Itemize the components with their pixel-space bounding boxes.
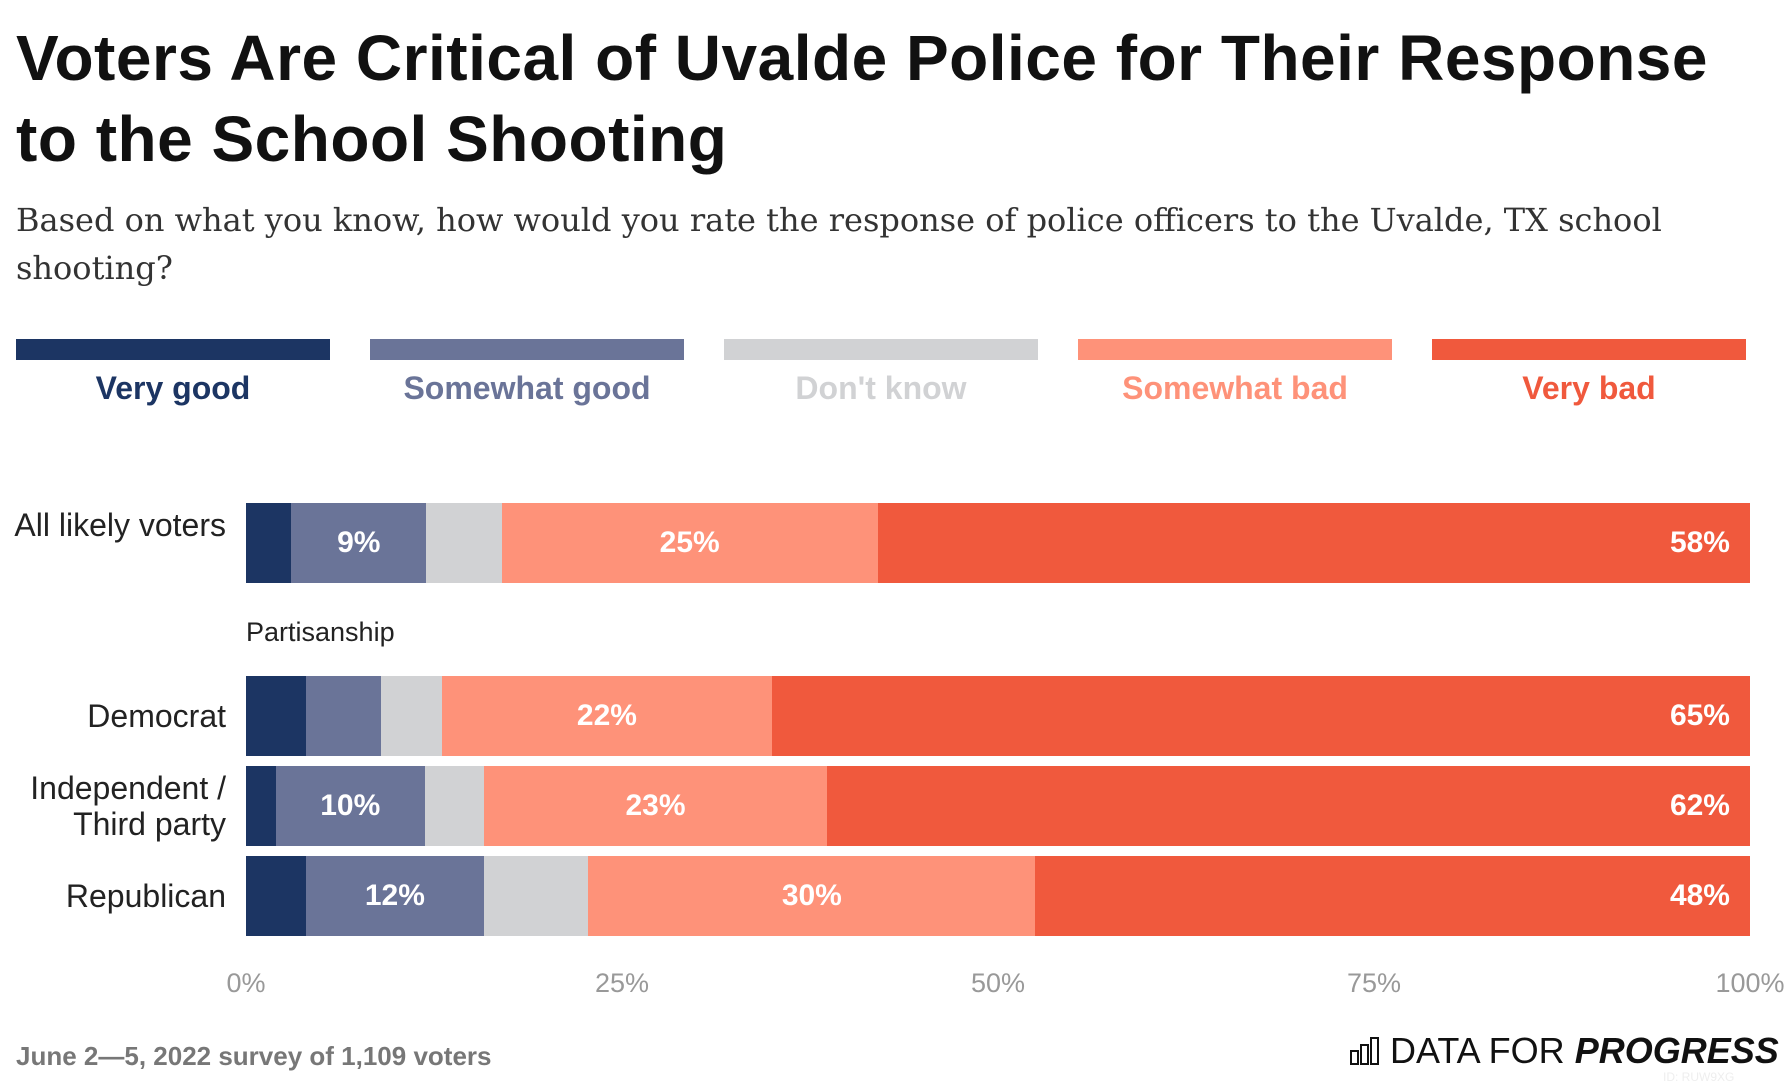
bar-segment <box>246 856 306 936</box>
legend-swatch <box>370 339 684 360</box>
bar-segment: 58% <box>877 503 1750 583</box>
row-label: All likely voters <box>14 507 226 543</box>
watermark: ID: RUW9XG <box>1663 1070 1735 1084</box>
bar-segment <box>246 503 292 583</box>
bar-segment: 22% <box>441 676 773 756</box>
legend-item: Somewhat bad <box>1078 339 1392 407</box>
x-tick-label: 25% <box>594 968 650 998</box>
legend-item: Very bad <box>1432 339 1746 407</box>
data-label: 23% <box>625 789 686 822</box>
logo-text-light: DATA FOR <box>1390 1030 1565 1071</box>
data-label: 10% <box>320 789 381 822</box>
legend-label: Somewhat good <box>403 370 651 406</box>
bar-segment: 30% <box>588 856 1036 936</box>
legend-swatch <box>16 339 330 360</box>
data-label: 30% <box>781 879 842 912</box>
data-label: 9% <box>337 526 381 559</box>
bar-segment <box>246 766 276 846</box>
legend-label: Very good <box>95 370 251 406</box>
logo: DATA FOR PROGRESS <box>1350 1030 1779 1072</box>
legend-item: Very good <box>16 339 330 407</box>
bar-segment: 25% <box>501 503 878 583</box>
bar-segment: 65% <box>772 676 1750 756</box>
group-label-partisanship: Partisanship <box>246 617 395 647</box>
legend-item: Somewhat good <box>370 339 684 407</box>
row-label: Independent / Third party <box>30 770 226 842</box>
data-label: 22% <box>576 699 637 732</box>
bar-chart-icon <box>1350 1037 1379 1065</box>
bar-segment <box>306 676 382 756</box>
bar-segment: 23% <box>484 766 827 846</box>
bar-segment: 48% <box>1035 856 1750 936</box>
chart-subtitle: Based on what you know, how would you ra… <box>16 201 1662 287</box>
bar-segment <box>381 676 442 756</box>
legend-label: Somewhat bad <box>1122 370 1348 406</box>
x-tick-label: 100% <box>1715 968 1785 998</box>
bar-segment: 62% <box>826 766 1750 846</box>
legend-item: Don't know <box>724 339 1038 407</box>
data-label: 62% <box>1669 789 1730 822</box>
data-label: 48% <box>1669 879 1730 912</box>
x-tick-label: 50% <box>970 968 1026 998</box>
legend-swatch <box>1078 339 1392 360</box>
bar-segment <box>426 503 502 583</box>
footer-note: June 2—5, 2022 survey of 1,109 voters <box>16 1041 492 1071</box>
legend-swatch <box>1432 339 1746 360</box>
x-tick-label: 75% <box>1346 968 1402 998</box>
x-tick-label: 0% <box>226 968 266 998</box>
data-label: 58% <box>1669 526 1730 559</box>
legend-label: Don't know <box>795 370 967 406</box>
legend-swatch <box>724 339 1038 360</box>
data-label: 12% <box>364 879 425 912</box>
row-label: Republican <box>65 878 226 914</box>
bar-segment <box>484 856 589 936</box>
bar-segment: 10% <box>275 766 425 846</box>
data-label: 65% <box>1669 699 1730 732</box>
bar-segment <box>424 766 485 846</box>
bar-segment: 12% <box>305 856 485 936</box>
row-label: Democrat <box>87 698 226 734</box>
logo-text-bold: PROGRESS <box>1574 1030 1779 1071</box>
legend-label: Very bad <box>1522 370 1656 406</box>
bar-segment: 9% <box>291 503 427 583</box>
bar-segment <box>246 676 307 756</box>
chart-title: Voters Are Critical of Uvalde Police for… <box>16 22 1708 175</box>
data-label: 25% <box>659 526 720 559</box>
